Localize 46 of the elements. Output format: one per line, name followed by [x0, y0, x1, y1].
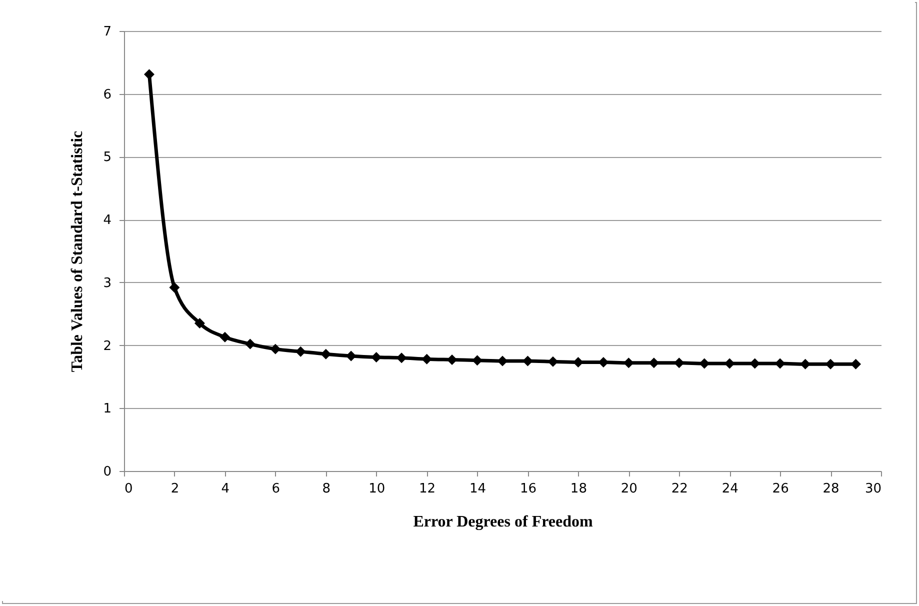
point [295, 346, 306, 357]
x-tick-label: 28 [822, 482, 840, 496]
y-tick-label: 4 [103, 213, 112, 228]
point [270, 344, 281, 354]
x-axis-title: Error Degrees of Freedom [413, 514, 594, 530]
point [396, 352, 407, 364]
point [144, 69, 154, 80]
point [774, 358, 786, 369]
x-tick-label: 24 [722, 482, 738, 496]
point [169, 282, 180, 293]
point [194, 318, 205, 329]
x-tick-label: 4 [221, 482, 230, 496]
x-tick-label: 14 [469, 482, 486, 496]
y-tick-label: 1 [103, 402, 112, 417]
x-tick-label: 2 [170, 482, 180, 496]
y-tick-label: 5 [103, 150, 112, 166]
point [724, 358, 735, 369]
x-tick-label: 22 [671, 482, 688, 496]
point [244, 338, 256, 350]
y-tick-label: 6 [103, 87, 112, 102]
y-tick-label: 3 [103, 276, 112, 291]
x-tick-label: 6 [272, 482, 280, 496]
x-tick-label: 30 [864, 482, 882, 496]
x-tick-label: 8 [322, 482, 331, 496]
point [850, 358, 862, 370]
point [648, 358, 660, 368]
x-tick-label: 10 [368, 482, 386, 496]
point [346, 350, 356, 362]
point [674, 358, 684, 368]
y-tick-label: 2 [103, 338, 112, 354]
point [320, 348, 332, 360]
point [497, 356, 508, 366]
y-tick-label: 7 [103, 24, 112, 40]
x-tick-label: 20 [620, 482, 638, 496]
x-tick-label: 26 [772, 482, 789, 496]
point [371, 352, 382, 362]
point [623, 358, 634, 368]
point [446, 354, 458, 365]
x-tick-label: 16 [520, 482, 537, 496]
x-tick-label: 12 [419, 482, 436, 496]
x-tick-label: 18 [570, 482, 587, 496]
y-axis-title: Table Values of Standard t-Statistic [69, 130, 86, 372]
x-tick-label: 0 [124, 482, 133, 496]
point [825, 358, 836, 370]
y-tick-label: 0 [103, 464, 112, 480]
point [220, 332, 230, 342]
